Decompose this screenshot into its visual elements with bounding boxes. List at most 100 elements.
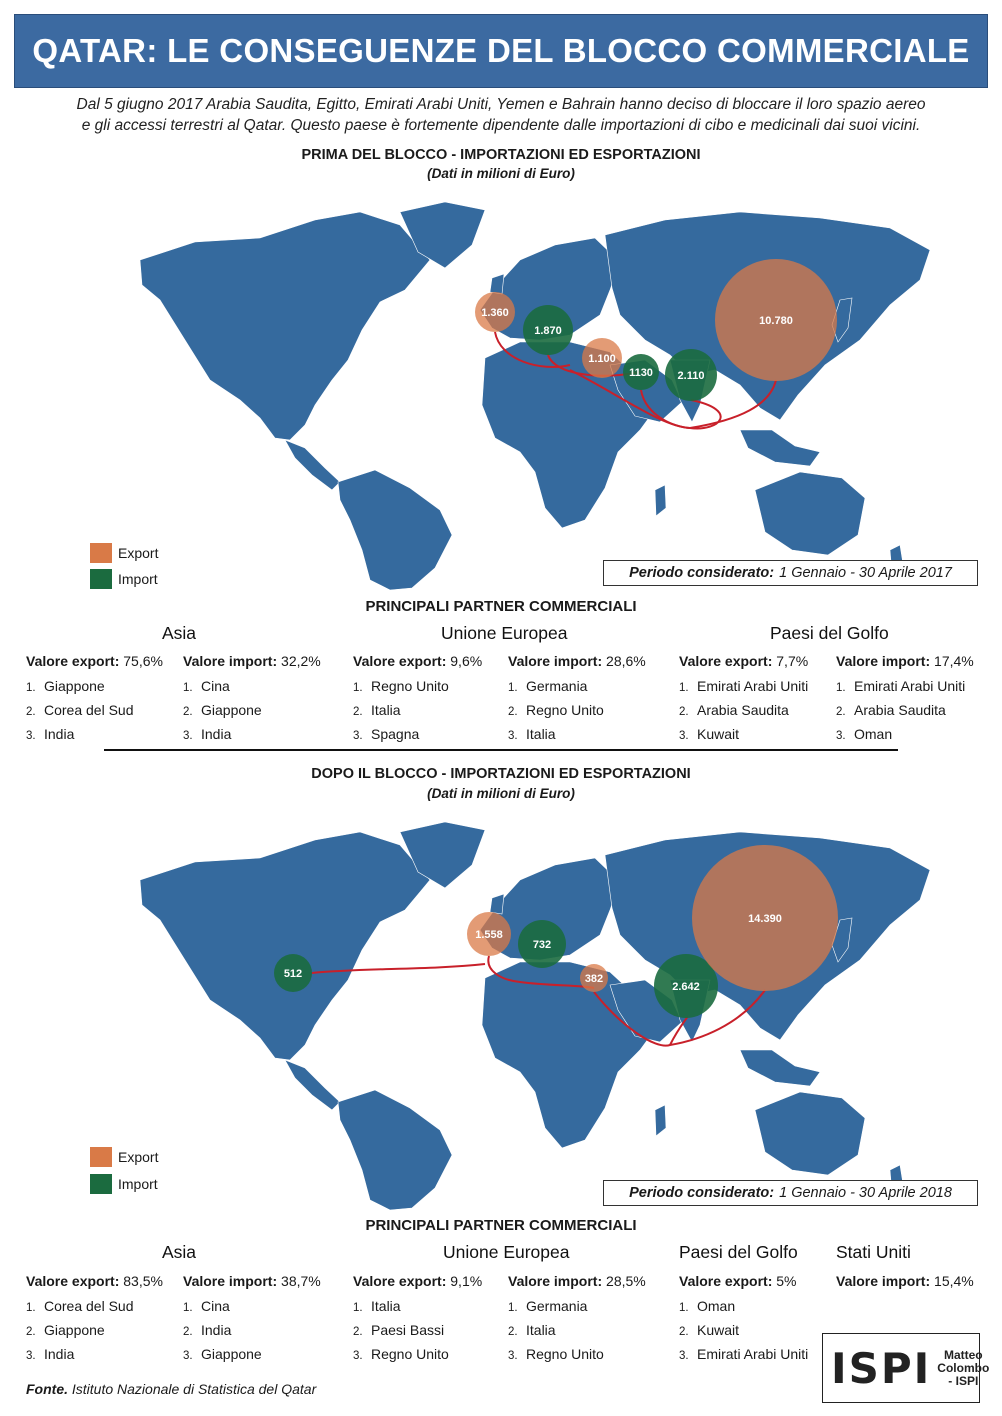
list-item: 3. Regno Unito [508,1346,604,1362]
source-label: Fonte. [26,1381,68,1397]
bubble-label: 2.642 [672,981,700,993]
landmass [337,469,453,590]
list-item: 1. Italia [353,1298,401,1314]
list-item: 1. Oman [679,1298,736,1314]
bubble-label: 2.110 [678,370,705,382]
list-item: 2. Giappone [183,702,262,718]
period-value: 1 Gennaio - 30 Aprile 2018 [779,1185,952,1201]
landmass [399,201,486,269]
list-item: 1. Emirati Arabi Uniti [836,678,966,694]
export-bubble [582,338,622,378]
shipping-route [311,963,486,974]
partner-column: Valore export: 9,1% 1. Italia 2. Paesi Bas… [353,1273,482,1368]
list-item: 3. Italia [508,726,556,742]
bubble-label: 1.558 [475,929,503,941]
landmass [654,1104,667,1137]
after-section-title: DOPO IL BLOCCO - IMPORTAZIONI ED ESPORTA… [311,766,691,782]
partners-title-before: PRINCIPALI PARTNER COMMERCIALI [365,598,637,615]
bubble-label: 1.870 [534,325,562,337]
bubble-label: 1.100 [588,353,616,365]
intro-line-1: Dal 5 giugno 2017 Arabia Saudita, Egitto… [76,96,926,113]
list-item: 2. Regno Unito [508,702,604,718]
partner-column: Valore import: 17,4% 1. Emirati Arabi Uni… [836,653,974,748]
landmass [139,211,431,441]
landmass [284,439,341,491]
logo-author: Matteo Colombo - ISPI [937,1347,990,1388]
list-item: 1. Regno Unito [353,678,449,694]
list-item: 2. India [183,1322,232,1338]
import-swatch [90,569,112,589]
logo-mark: ISPI [831,1343,932,1393]
export-bubble [692,845,838,991]
period-label: Periodo considerato: [629,1185,775,1201]
legend-import-after: Import [90,1174,158,1194]
landmass [489,273,505,295]
legend-import-before: Import [90,569,158,589]
list-item: 3. India [26,726,75,742]
import-bubble [518,920,566,968]
partner-column: Valore export: 5% 1. Oman 2. Kuwait 3. Emir… [679,1273,808,1368]
world-map-after: 512 1.558 732 382 2.642 14.390 [139,821,931,1210]
partner-column: Valore import: 15,4% [836,1273,974,1289]
region-title: Unione Europea [441,623,568,643]
landmass [337,1089,453,1210]
list-item: 1. Germania [508,1298,588,1314]
landmass [739,429,821,467]
region-title: Paesi del Golfo [679,1242,798,1262]
landmass [754,471,866,556]
bubble-label: 1130 [629,367,653,379]
partner-column: Valore import: 28,5% 1. Germania 2. Italia… [508,1273,646,1368]
list-item: 3. Kuwait [679,726,740,742]
bubble-label: 732 [533,939,551,951]
import-bubble [274,954,312,992]
list-item: 3. India [26,1346,75,1362]
shipping-route [640,389,699,430]
landmass [399,821,486,889]
legend-export-label: Export [118,545,159,561]
bubble-label: 1.360 [481,307,509,319]
list-item: 1. Cina [183,678,230,694]
landmass [139,831,431,1061]
list-item: 1. Corea del Sud [26,1298,134,1314]
source-text: Istituto Nazionale di Statistica del Qat… [71,1381,317,1397]
region-title: Asia [162,1242,197,1262]
list-item: 2. Giappone [26,1322,105,1338]
export-bubble [580,964,608,992]
before-section-title: PRIMA DEL BLOCCO - IMPORTAZIONI ED ESPOR… [301,147,701,163]
list-item: 3. Regno Unito [353,1346,449,1362]
region-title: Unione Europea [443,1242,570,1262]
bubble-label: 512 [284,968,302,980]
partner-column: Valore import: 32,2% 1. Cina 2. Giappone 3… [183,653,321,748]
intro-text: Dal 5 giugno 2017 Arabia Saudita, Egitto… [30,94,972,136]
landmass [739,1049,821,1087]
list-item: 1. Germania [508,678,588,694]
partner-column: Valore export: 7,7% 1. Emirati Arabi Unit… [679,653,808,748]
list-item: 1. Giappone [26,678,105,694]
bubble-label: 14.390 [748,913,782,925]
bubble-label: 382 [585,973,603,985]
landmass [754,1091,866,1176]
partner-column: Valore export: 9,6% 1. Regno Unito 2. Ital… [353,653,482,748]
list-item: 2. Corea del Sud [26,702,134,718]
export-bubble [475,292,515,332]
period-box-after: Periodo considerato: 1 Gennaio - 30 Apri… [603,1180,978,1206]
period-box-before: Periodo considerato: 1 Gennaio - 30 Apri… [603,560,978,586]
world-map-before: 1.360 1.870 1.100 1130 2.110 10.780 [139,201,931,590]
region-title: Asia [162,623,197,643]
partner-column: Valore export: 83,5% 1. Corea del Sud 2. G… [26,1273,163,1368]
list-item: 3. India [183,726,232,742]
section-divider [104,749,898,751]
partners-title-after: PRINCIPALI PARTNER COMMERCIALI [365,1217,637,1234]
landmass [489,893,505,915]
bubble-label: 10.780 [759,315,793,327]
landmass [479,237,621,341]
list-item: 2. Italia [353,702,401,718]
export-bubble [715,259,837,381]
list-item: 2. Italia [508,1322,556,1338]
landmass [479,857,621,961]
legend-export-label: Export [118,1149,159,1165]
period-value: 1 Gennaio - 30 Aprile 2017 [779,565,952,581]
import-bubble [523,305,573,355]
region-title: Stati Uniti [836,1242,911,1262]
region-title: Paesi del Golfo [770,623,889,643]
